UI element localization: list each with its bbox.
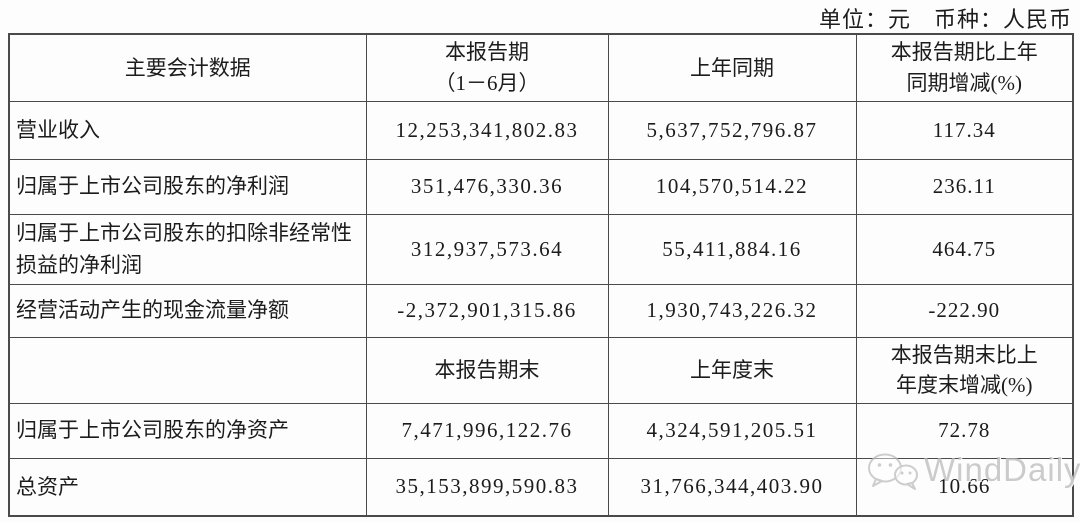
- current-value: 35,153,899,590.83: [365, 457, 609, 517]
- subheader-change-pct: 本报告期末比上 年度末增减(%): [855, 336, 1074, 404]
- table-row-net-profit-excl-nonrecurring: 归属于上市公司股东的扣除非经常性损益的净利润 312,937,573.64 55…: [8, 213, 1074, 285]
- metric-label: 归属于上市公司股东的扣除非经常性损益的净利润: [8, 213, 367, 285]
- table-row-operating-cash-flow: 经营活动产生的现金流量净额 -2,372,901,315.86 1,930,74…: [8, 283, 1074, 338]
- change-value: 10.66: [855, 457, 1074, 517]
- prior-value: 5,637,752,796.87: [607, 100, 857, 160]
- prior-value: 31,766,344,403.90: [607, 457, 857, 517]
- metric-label: 经营活动产生的现金流量净额: [8, 283, 367, 338]
- current-value: 7,471,996,122.76: [365, 402, 609, 459]
- current-value: 351,476,330.36: [365, 158, 609, 215]
- subheader-blank: [8, 336, 367, 404]
- metric-label: 营业收入: [8, 100, 367, 160]
- header-change-pct: 本报告期比上年 同期增减(%): [855, 33, 1074, 102]
- table-row-net-profit: 归属于上市公司股东的净利润 351,476,330.36 104,570,514…: [8, 158, 1074, 215]
- table-header-row: 主要会计数据 本报告期 （1－6月） 上年同期 本报告期比上年 同期增减(%): [8, 33, 1074, 102]
- prior-value: 104,570,514.22: [607, 158, 857, 215]
- table-row-revenue: 营业收入 12,253,341,802.83 5,637,752,796.87 …: [8, 100, 1074, 160]
- key-accounting-data-table: 主要会计数据 本报告期 （1－6月） 上年同期 本报告期比上年 同期增减(%) …: [8, 33, 1074, 518]
- change-value: 72.78: [855, 402, 1074, 459]
- table-row-net-assets: 归属于上市公司股东的净资产 7,471,996,122.76 4,324,591…: [8, 402, 1074, 459]
- header-metric: 主要会计数据: [8, 33, 367, 102]
- prior-value: 1,930,743,226.32: [607, 283, 857, 338]
- unit-currency-label: 单位：元 币种：人民币: [818, 7, 1072, 32]
- change-value: -222.90: [855, 283, 1074, 338]
- subheader-prior-year-end: 上年度末: [607, 336, 857, 404]
- subheader-period-end: 本报告期末: [365, 336, 609, 404]
- metric-label: 归属于上市公司股东的净资产: [8, 402, 367, 459]
- metric-label: 总资产: [8, 457, 367, 517]
- metric-label: 归属于上市公司股东的净利润: [8, 158, 367, 215]
- current-value: 12,253,341,802.83: [365, 100, 609, 160]
- current-value: -2,372,901,315.86: [365, 283, 609, 338]
- table-subheader-row: 本报告期末 上年度末 本报告期末比上 年度末增减(%): [8, 336, 1074, 404]
- change-value: 236.11: [855, 158, 1074, 215]
- header-current-period: 本报告期 （1－6月）: [365, 33, 609, 102]
- current-value: 312,937,573.64: [365, 213, 609, 285]
- prior-value: 55,411,884.16: [607, 213, 857, 285]
- change-value: 464.75: [855, 213, 1074, 285]
- change-value: 117.34: [855, 100, 1074, 160]
- prior-value: 4,324,591,205.51: [607, 402, 857, 459]
- table-row-total-assets: 总资产 35,153,899,590.83 31,766,344,403.90 …: [8, 457, 1074, 517]
- header-prior-period: 上年同期: [607, 33, 857, 102]
